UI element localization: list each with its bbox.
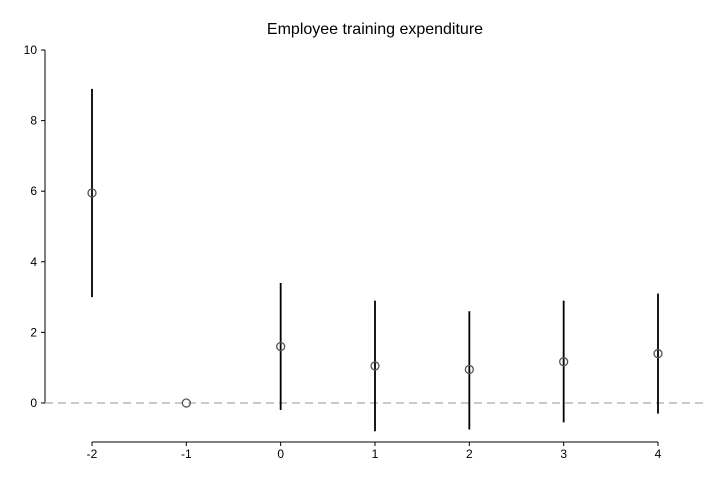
x-ticks: -2 -1 0 1 2 3 4 — [87, 442, 662, 461]
x-tick-label: -2 — [87, 447, 98, 461]
y-ticks: 0 2 4 6 8 10 — [24, 43, 45, 410]
y-tick-label: 8 — [30, 114, 37, 128]
point-estimate-marker — [276, 341, 286, 352]
point-estimate-marker — [87, 188, 97, 198]
x-tick-label: 4 — [655, 447, 662, 461]
y-tick-label: 4 — [30, 255, 37, 269]
x-tick-label: 0 — [277, 447, 284, 461]
x-tick-label: 3 — [560, 447, 567, 461]
x-tick-label: -1 — [181, 447, 192, 461]
y-tick-label: 2 — [30, 325, 37, 339]
x-tick-label: 1 — [372, 447, 379, 461]
y-tick-label: 6 — [30, 184, 37, 198]
point-estimate-marker — [370, 361, 380, 371]
chart-title: Employee training expenditure — [267, 21, 483, 38]
x-tick-label: 2 — [466, 447, 473, 461]
point-estimate-marker — [653, 348, 663, 359]
y-tick-label: 10 — [24, 43, 38, 57]
data-marks — [87, 88, 663, 432]
point-estimate-marker — [559, 357, 569, 367]
point-estimate-marker — [464, 364, 474, 375]
y-tick-label: 0 — [30, 396, 37, 410]
point-estimate-marker — [181, 398, 191, 408]
